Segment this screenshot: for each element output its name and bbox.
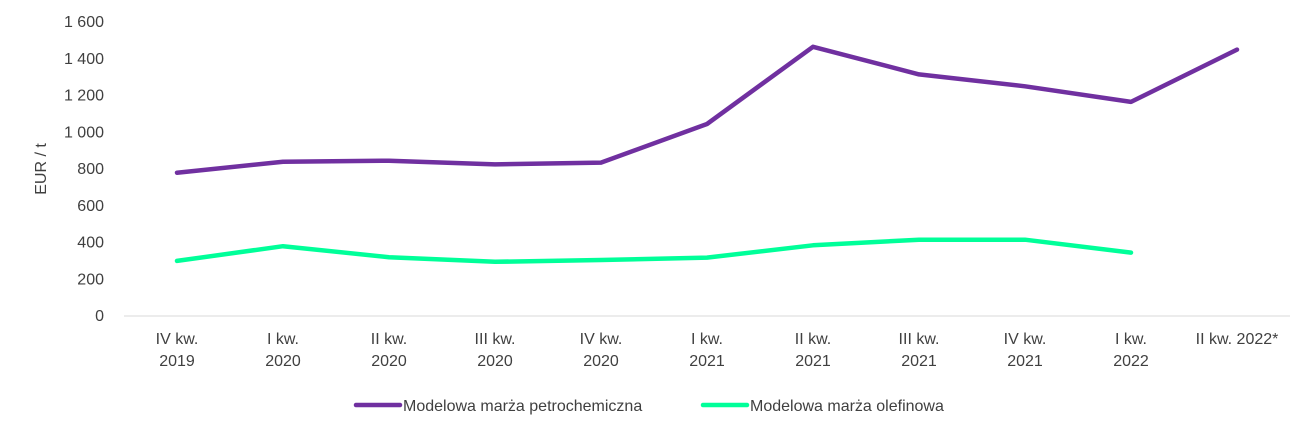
x-tick-label-line: IV kw. <box>580 331 623 348</box>
x-tick-label-line: II kw. 2022* <box>1196 331 1279 348</box>
x-tick-label: IV kw. 2020 <box>580 331 623 370</box>
legend: Modelowa marża petrochemiczna Modelowa ma… <box>353 398 944 415</box>
x-tick-label-line: 2020 <box>371 353 407 370</box>
x-tick-label-line: 2020 <box>265 353 301 370</box>
x-tick-label-line: IV kw. <box>156 331 199 348</box>
y-axis-title: EUR / t <box>33 143 50 195</box>
y-tick-label: 1 000 <box>64 124 104 141</box>
x-tick-label-line: 2022 <box>1113 353 1149 370</box>
x-tick-label-line: 2020 <box>583 353 619 370</box>
series-line-2 <box>174 237 1134 265</box>
x-axis-ticks: IV kw. 2019 I kw. 2020 II kw. 2020 III kw. 2020… <box>156 331 1279 370</box>
legend-label: Modelowa marża olefinowa <box>750 398 944 415</box>
y-tick-label: 600 <box>77 198 104 215</box>
series-line-1 <box>174 44 1240 175</box>
x-tick-label-line: III kw. <box>899 331 940 348</box>
x-tick-label-line: 2021 <box>901 353 937 370</box>
y-tick-label: 400 <box>77 235 104 252</box>
x-tick-label-line: IV kw. <box>1004 331 1047 348</box>
x-tick-label: II kw. 2021 <box>795 331 831 370</box>
y-tick-label: 1 600 <box>64 14 104 31</box>
x-tick-label-line: 2021 <box>689 353 725 370</box>
x-tick-label-line: I kw. <box>691 331 723 348</box>
y-tick-label: 0 <box>95 308 104 325</box>
x-tick-label-line: 2019 <box>159 353 195 370</box>
y-tick-label: 200 <box>77 271 104 288</box>
y-tick-label: 1 200 <box>64 88 104 105</box>
x-tick-label-line: 2021 <box>1007 353 1043 370</box>
x-tick-label: III kw. 2020 <box>475 331 516 370</box>
x-tick-label: I kw. 2020 <box>265 331 301 370</box>
x-tick-label-line: III kw. <box>475 331 516 348</box>
x-tick-label: I kw. 2021 <box>689 331 725 370</box>
x-tick-label-line: 2021 <box>795 353 831 370</box>
legend-label: Modelowa marża petrochemiczna <box>403 398 642 415</box>
x-tick-label: I kw. 2022 <box>1113 331 1149 370</box>
x-tick-label-line: 2020 <box>477 353 513 370</box>
x-tick-label-line: I kw. <box>267 331 299 348</box>
x-tick-label: IV kw. 2019 <box>156 331 199 370</box>
x-tick-label: IV kw. 2021 <box>1004 331 1047 370</box>
y-tick-label: 1 400 <box>64 51 104 68</box>
x-tick-label-line: II kw. <box>371 331 407 348</box>
series-group <box>174 44 1240 265</box>
x-tick-label-line: II kw. <box>795 331 831 348</box>
y-axis-ticks: 0 200 400 600 800 1 000 1 200 1 400 1 600 <box>64 14 104 325</box>
x-tick-label: III kw. 2021 <box>899 331 940 370</box>
y-tick-label: 800 <box>77 161 104 178</box>
x-tick-label: II kw. 2020 <box>371 331 407 370</box>
x-tick-label-line: I kw. <box>1115 331 1147 348</box>
x-tick-label: II kw. 2022* <box>1196 331 1279 348</box>
